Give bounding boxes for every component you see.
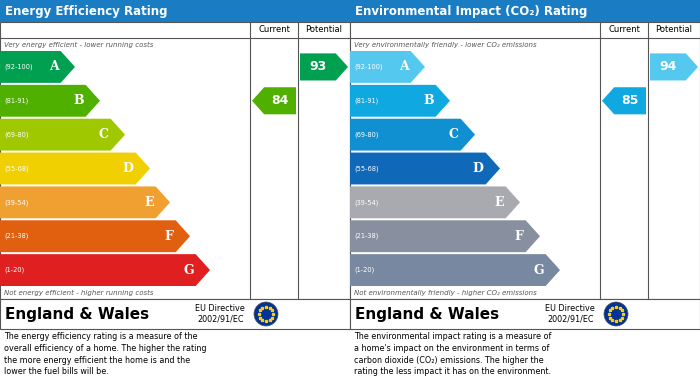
Polygon shape: [0, 51, 75, 83]
Polygon shape: [0, 119, 125, 151]
Polygon shape: [350, 187, 520, 218]
Text: England & Wales: England & Wales: [355, 307, 499, 321]
Polygon shape: [350, 119, 475, 151]
Bar: [0, 0, 350, 22]
Polygon shape: [350, 85, 450, 117]
Polygon shape: [350, 220, 540, 252]
Text: G: G: [533, 264, 544, 276]
Text: The environmental impact rating is a measure of
a home's impact on the environme: The environmental impact rating is a mea…: [354, 332, 552, 377]
Bar: [350, 22, 700, 299]
Text: (1-20): (1-20): [354, 267, 374, 273]
Bar: [350, 299, 700, 329]
Circle shape: [254, 302, 278, 326]
Text: EU Directive
2002/91/EC: EU Directive 2002/91/EC: [545, 304, 595, 324]
Text: The energy efficiency rating is a measure of the
overall efficiency of a home. T: The energy efficiency rating is a measur…: [4, 332, 206, 377]
Polygon shape: [300, 54, 348, 81]
Text: Potential: Potential: [655, 25, 692, 34]
Text: (39-54): (39-54): [354, 199, 379, 206]
Bar: [0, 299, 350, 329]
Text: Not energy efficient - higher running costs: Not energy efficient - higher running co…: [4, 289, 153, 296]
Text: B: B: [423, 94, 434, 107]
Text: 85: 85: [622, 94, 639, 107]
Text: (21-38): (21-38): [354, 233, 379, 239]
Text: Not environmentally friendly - higher CO₂ emissions: Not environmentally friendly - higher CO…: [354, 289, 537, 296]
Text: E: E: [144, 196, 154, 209]
Polygon shape: [350, 152, 500, 185]
Text: A: A: [49, 61, 59, 74]
Text: E: E: [494, 196, 504, 209]
Text: D: D: [122, 162, 134, 175]
Text: 94: 94: [659, 61, 677, 74]
Polygon shape: [350, 254, 560, 286]
Text: F: F: [514, 230, 524, 243]
Text: D: D: [473, 162, 484, 175]
Text: (69-80): (69-80): [354, 131, 379, 138]
Text: (55-68): (55-68): [354, 165, 379, 172]
Text: G: G: [183, 264, 194, 276]
Text: (69-80): (69-80): [4, 131, 29, 138]
Text: 93: 93: [309, 61, 326, 74]
Text: B: B: [73, 94, 84, 107]
Polygon shape: [252, 87, 296, 114]
Text: (1-20): (1-20): [4, 267, 25, 273]
Text: (81-91): (81-91): [4, 97, 28, 104]
Text: Environmental Impact (CO₂) Rating: Environmental Impact (CO₂) Rating: [355, 5, 587, 18]
Polygon shape: [0, 187, 170, 218]
Bar: [0, 22, 350, 299]
Text: (39-54): (39-54): [4, 199, 29, 206]
Circle shape: [604, 302, 628, 326]
Text: Current: Current: [608, 25, 640, 34]
Polygon shape: [0, 254, 210, 286]
Text: (55-68): (55-68): [4, 165, 29, 172]
Polygon shape: [0, 152, 150, 185]
Text: (92-100): (92-100): [4, 64, 33, 70]
Text: Very environmentally friendly - lower CO₂ emissions: Very environmentally friendly - lower CO…: [354, 41, 537, 48]
Text: (81-91): (81-91): [354, 97, 378, 104]
Text: Potential: Potential: [305, 25, 342, 34]
Text: F: F: [164, 230, 174, 243]
Text: C: C: [99, 128, 108, 141]
Text: England & Wales: England & Wales: [5, 307, 149, 321]
Text: (21-38): (21-38): [4, 233, 29, 239]
Text: EU Directive
2002/91/EC: EU Directive 2002/91/EC: [195, 304, 245, 324]
Polygon shape: [602, 87, 646, 114]
Polygon shape: [0, 85, 100, 117]
Text: Energy Efficiency Rating: Energy Efficiency Rating: [5, 5, 167, 18]
Polygon shape: [0, 220, 190, 252]
Text: A: A: [399, 61, 409, 74]
Polygon shape: [350, 51, 425, 83]
Text: (92-100): (92-100): [354, 64, 383, 70]
Bar: [350, 0, 700, 22]
Text: 84: 84: [272, 94, 289, 107]
Text: Current: Current: [258, 25, 290, 34]
Polygon shape: [650, 54, 698, 81]
Text: C: C: [449, 128, 458, 141]
Text: Very energy efficient - lower running costs: Very energy efficient - lower running co…: [4, 41, 153, 48]
